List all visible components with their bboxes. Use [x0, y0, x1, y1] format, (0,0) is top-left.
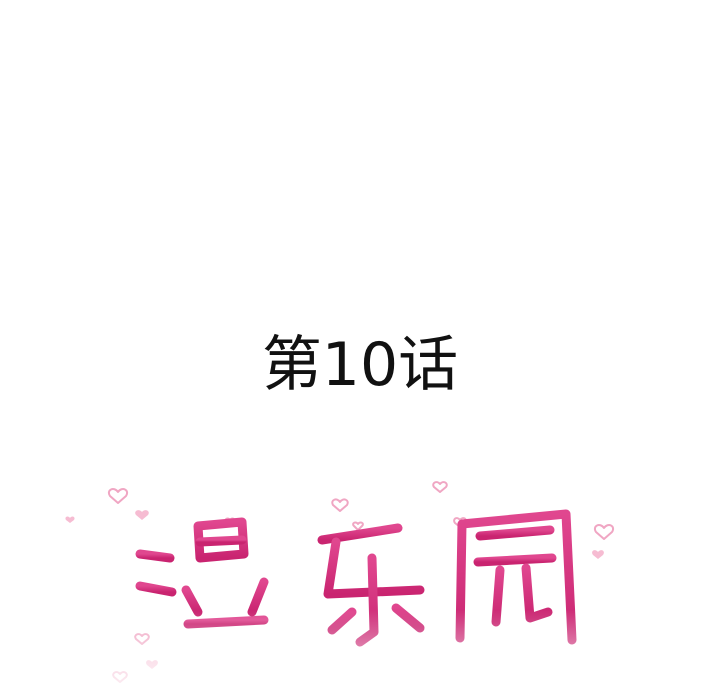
logo-glyph-le	[317, 523, 425, 647]
heart-icon	[146, 660, 158, 669]
heart-icon	[592, 550, 604, 559]
heart-icon	[112, 671, 128, 683]
logo-glyph-yuan	[455, 509, 577, 645]
series-logo	[0, 462, 720, 700]
heart-icon	[594, 524, 614, 540]
heart-icon	[108, 488, 128, 504]
chapter-title: 第10话	[261, 330, 459, 400]
heart-icon	[432, 481, 448, 493]
heart-icon	[65, 516, 75, 523]
heart-icon	[134, 633, 150, 645]
decorative-hearts	[108, 481, 614, 683]
heart-icon	[331, 498, 349, 512]
heart-icon	[135, 510, 149, 520]
series-logo-artwork	[65, 481, 614, 683]
logo-glyph-shi	[135, 517, 269, 629]
heart-icon	[352, 521, 364, 531]
